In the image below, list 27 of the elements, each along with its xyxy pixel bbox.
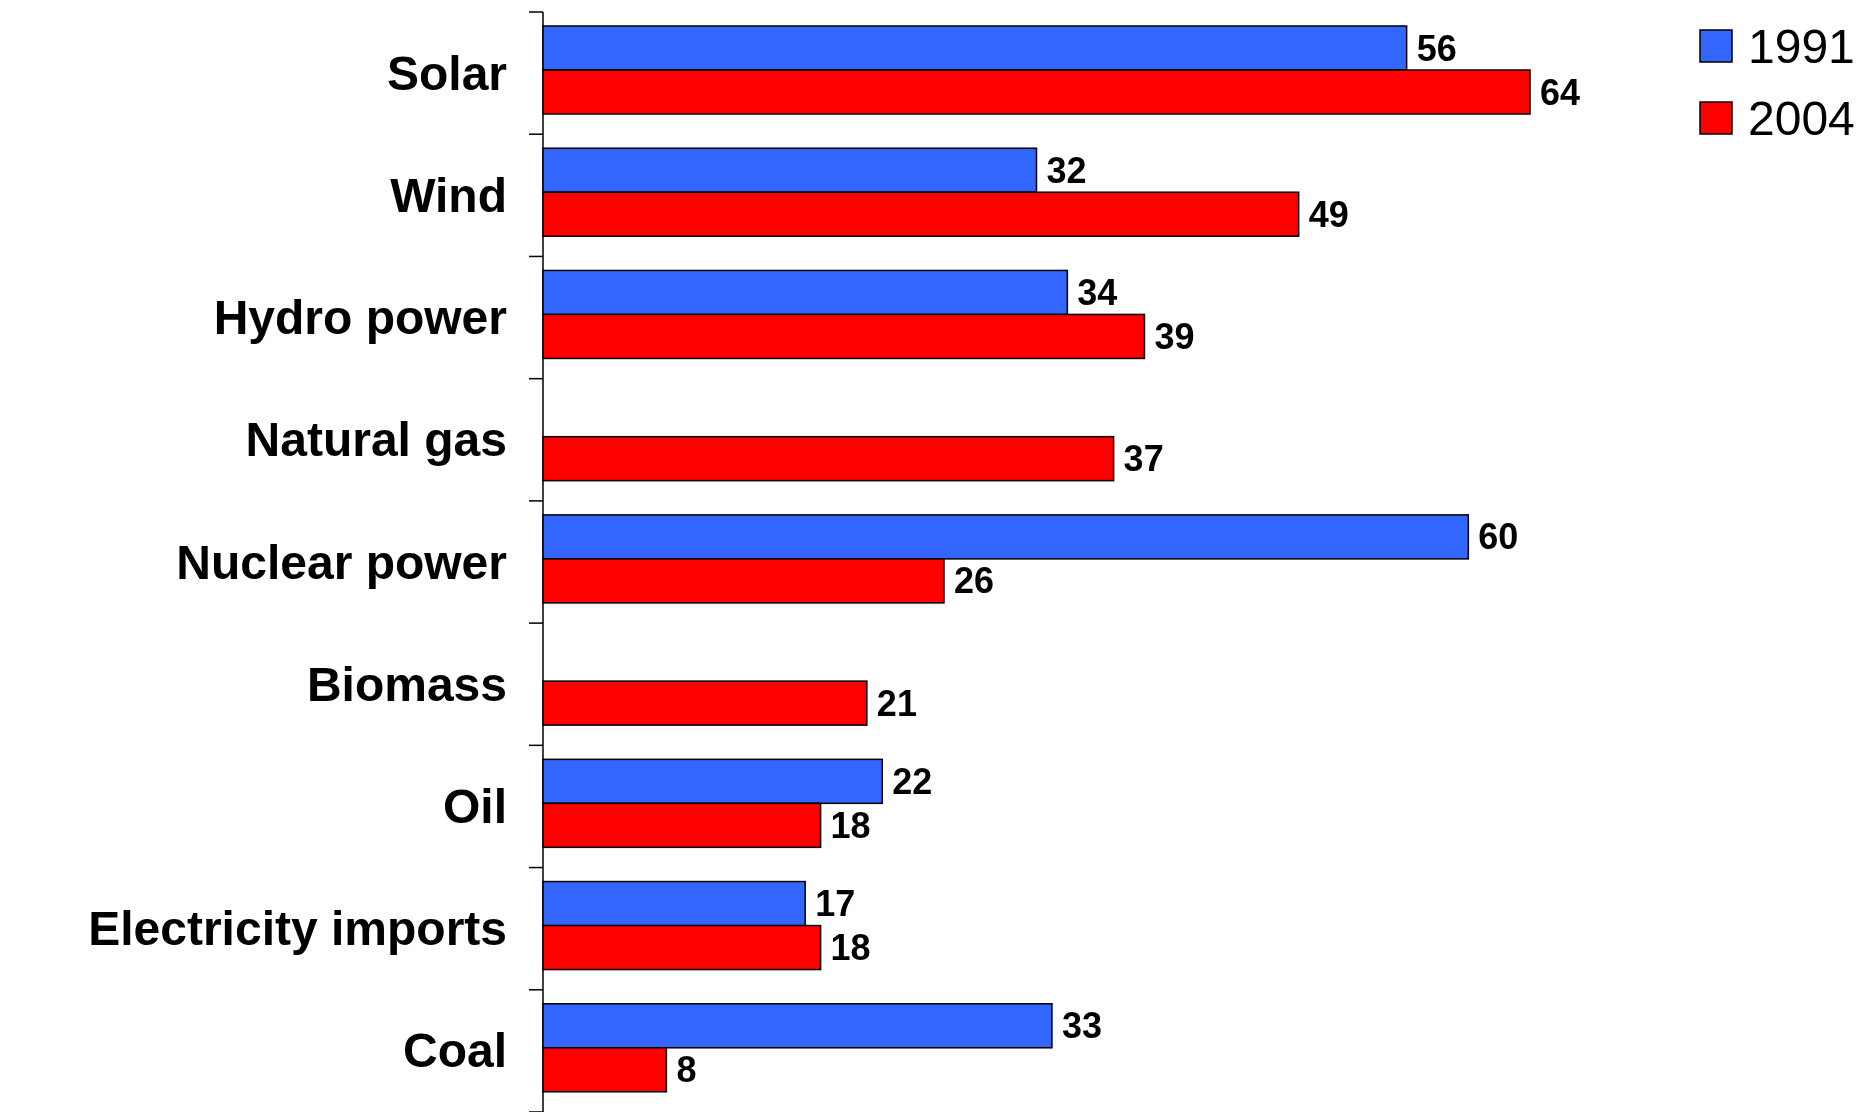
y-tick-label: Oil xyxy=(442,779,507,833)
y-tick-label: Electricity imports xyxy=(88,902,507,956)
y-tick-label: Hydro power xyxy=(213,291,507,345)
y-tick-label: Nuclear power xyxy=(176,535,507,589)
data-label: 8 xyxy=(676,1049,697,1091)
data-label: 17 xyxy=(815,883,856,925)
data-label: 18 xyxy=(830,804,871,846)
data-label: 64 xyxy=(1540,71,1581,113)
data-label: 32 xyxy=(1046,149,1087,191)
data-label: 22 xyxy=(892,760,933,802)
y-tick-label: Wind xyxy=(390,168,507,222)
y-tick-label: Solar xyxy=(386,46,507,100)
data-label: 56 xyxy=(1416,27,1457,69)
data-label: 34 xyxy=(1077,271,1118,313)
data-label: 60 xyxy=(1478,516,1519,558)
data-label: 49 xyxy=(1308,193,1349,235)
y-tick-label: Natural gas xyxy=(245,413,507,467)
legend-label: 2004 xyxy=(1748,91,1855,145)
legend-label: 1991 xyxy=(1748,19,1855,73)
data-label: 39 xyxy=(1154,315,1195,357)
data-label: 18 xyxy=(830,927,871,969)
data-label: 33 xyxy=(1061,1005,1102,1047)
y-tick-label: Coal xyxy=(402,1024,507,1078)
data-label: 26 xyxy=(953,560,995,602)
y-tick-label: Biomass xyxy=(306,657,507,711)
data-label: 21 xyxy=(876,682,917,724)
data-label: 37 xyxy=(1123,438,1164,480)
